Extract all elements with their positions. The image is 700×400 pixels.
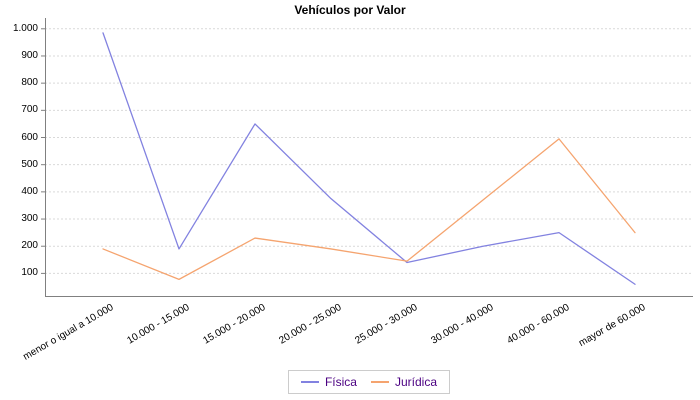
y-tick-label: 400: [21, 185, 38, 197]
y-tick-label: 500: [21, 158, 38, 170]
y-tick-label: 600: [21, 131, 38, 143]
y-tick-label: 1.000: [12, 22, 38, 34]
legend: Física Jurídica: [45, 370, 693, 394]
legend-item-juridica: Jurídica: [370, 375, 438, 389]
y-tick-label: 200: [21, 240, 38, 252]
y-tick-label: 100: [21, 267, 38, 279]
legend-box: Física Jurídica: [287, 370, 451, 394]
legend-label-juridica: Jurídica: [394, 375, 438, 389]
chart-title: Vehículos por Valor: [294, 3, 406, 17]
series-line-fsica: [102, 32, 636, 285]
series-line-jurdica: [102, 138, 636, 281]
fisica-line-swatch-icon: [300, 381, 319, 383]
legend-label-fisica: Física: [324, 375, 357, 389]
y-tick-label: 300: [21, 213, 38, 225]
y-tick-label: 900: [21, 49, 38, 61]
y-tick-label: 700: [21, 104, 38, 116]
legend-item-fisica: Física: [300, 375, 357, 389]
juridica-line-swatch-icon: [370, 381, 389, 383]
y-tick-label: 800: [21, 77, 38, 89]
